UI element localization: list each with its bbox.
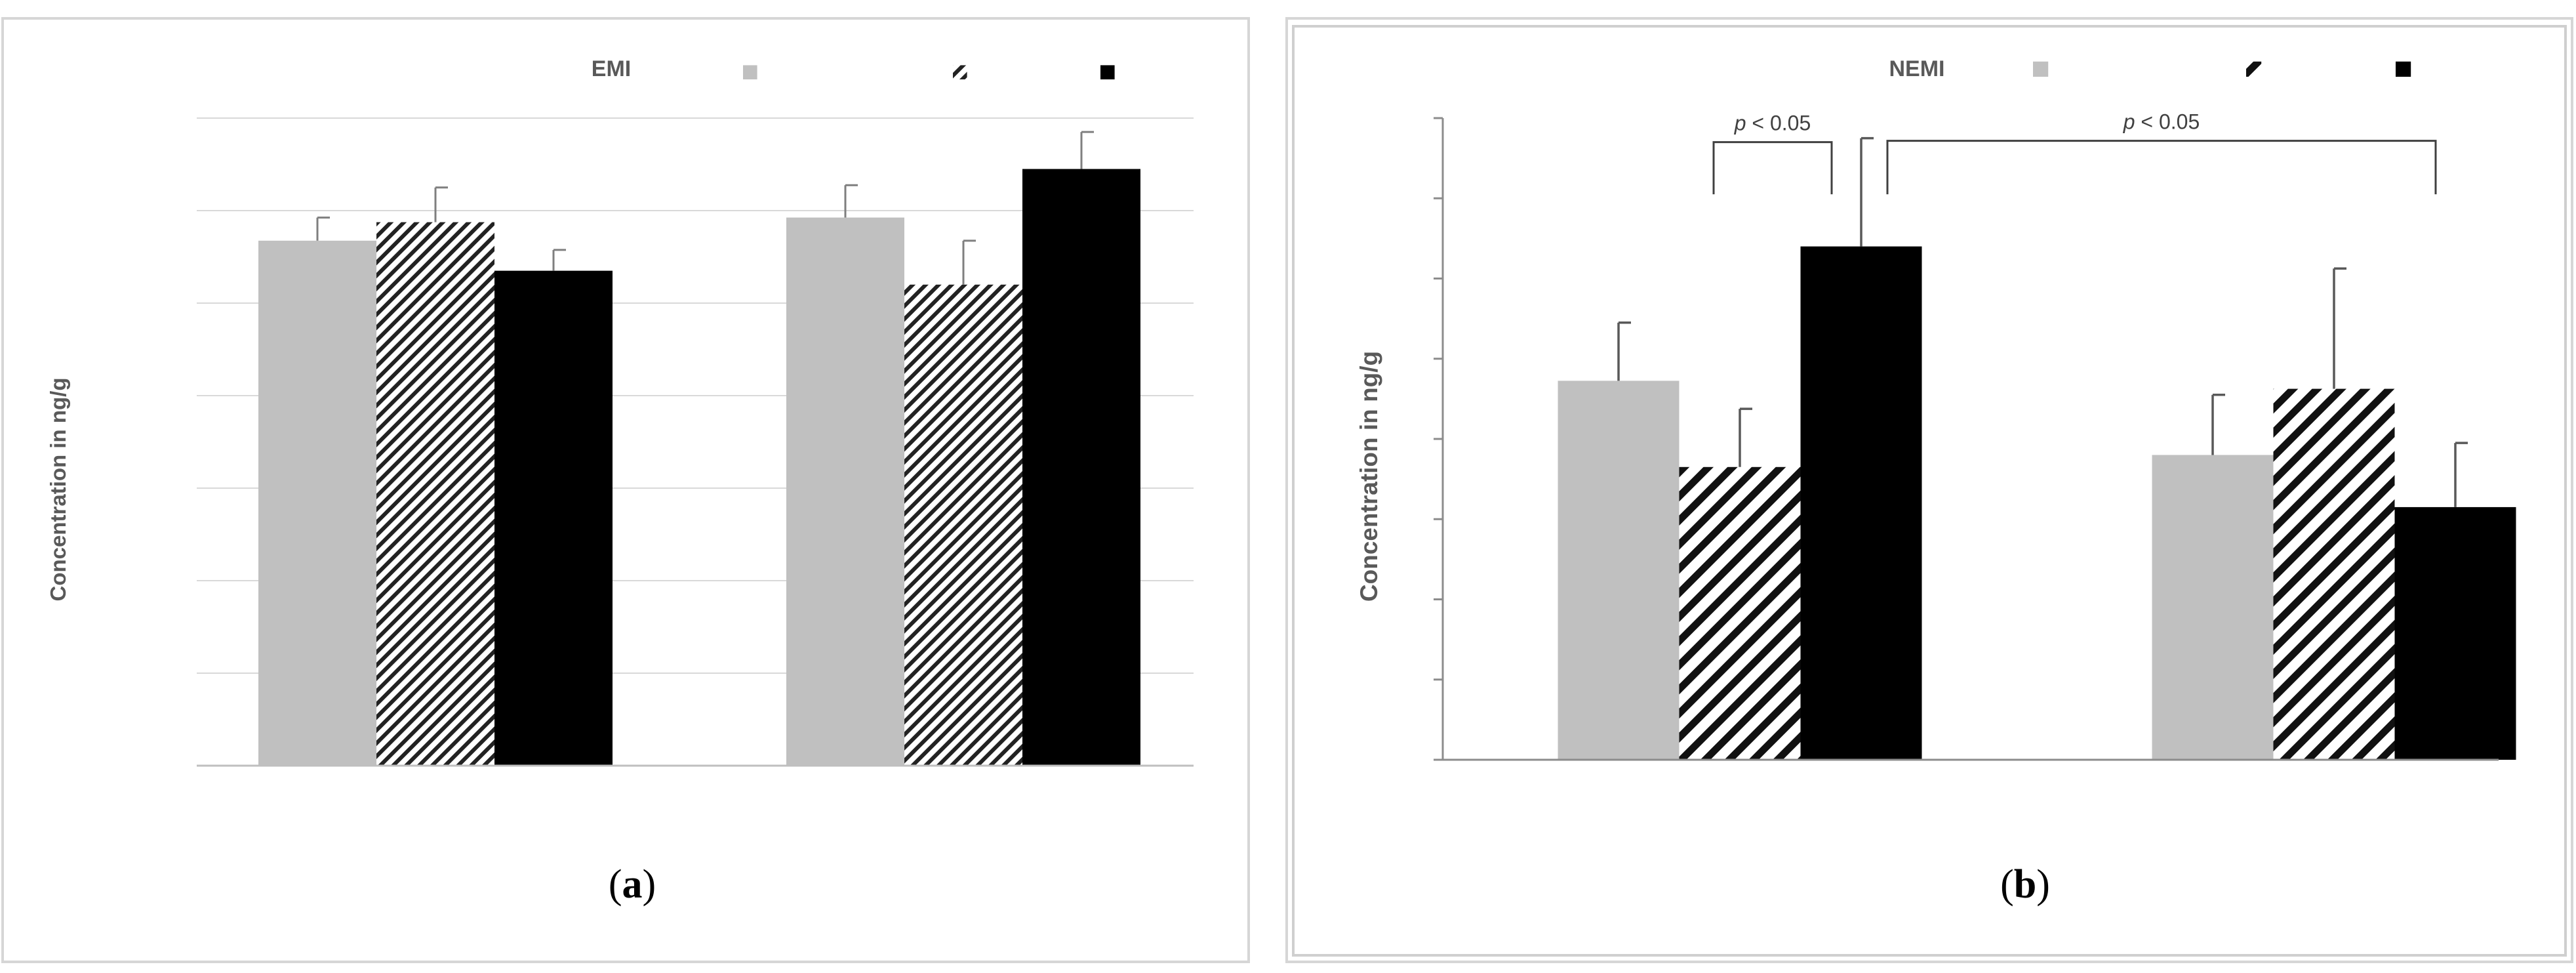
chart-a-bar <box>258 240 376 766</box>
chart-a-bar <box>1022 169 1140 766</box>
chart-b-bar <box>2273 388 2395 760</box>
chart-b-y-ticks <box>1434 117 1443 761</box>
chart-a-y-axis-label: Concentration in ng/g <box>46 378 70 602</box>
chart-b-bar <box>1558 381 1680 760</box>
significance-p-symbol: p <box>1734 112 1746 135</box>
significance-threshold: < 0.05 <box>1746 112 1811 135</box>
chart-a-bar <box>494 270 613 766</box>
panel-label-a-letter: a <box>622 862 643 907</box>
significance-p-symbol: p <box>2123 110 2135 134</box>
chart-a-legend-swatch <box>1100 65 1115 79</box>
chart-b-bar <box>2152 455 2274 760</box>
chart-b-bar <box>2394 507 2516 760</box>
panel-b: NEMI Concentration in ng/g p < 0.05 p < 0… <box>1285 17 2573 963</box>
chart-a-title: EMI <box>592 56 631 81</box>
chart-b-title: NEMI <box>1889 56 1945 81</box>
chart-b-significance-annotations: p < 0.05 p < 0.05 <box>1712 110 2437 195</box>
chart-b-error-bars <box>1617 136 2468 507</box>
chart-a-bars <box>258 169 1140 766</box>
significance-threshold: < 0.05 <box>2135 110 2200 134</box>
chart-b-bar <box>1800 246 1922 760</box>
chart-b-significance-label: p < 0.05 <box>1734 112 1811 135</box>
chart-b-significance-bracket <box>1886 140 2437 195</box>
chart-a-legend-swatch <box>743 65 757 79</box>
chart-b-significance-label: p < 0.05 <box>2123 110 2200 134</box>
chart-b-bar <box>1679 466 1801 760</box>
chart-b-legend <box>2033 61 2411 77</box>
chart-a-bar <box>904 284 1022 766</box>
chart-a-legend-swatch <box>953 65 967 79</box>
panel-b-inner-border <box>1292 25 2567 957</box>
panel-label-b: (b) <box>2000 862 2050 907</box>
chart-a-error-bars <box>316 131 1094 285</box>
chart-b-legend-swatch <box>2396 61 2411 77</box>
chart-a-bar <box>376 222 494 766</box>
chart-b-y-axis-label: Concentration in ng/g <box>1356 351 1382 602</box>
chart-a-bar <box>786 217 904 766</box>
chart-b-significance-bracket <box>1712 141 1833 195</box>
panel-label-a: (a) <box>609 862 656 907</box>
chart-b-legend-swatch <box>2246 61 2262 77</box>
chart-a-legend <box>743 65 1115 79</box>
chart-b-bars <box>1558 246 2516 760</box>
panel-label-b-letter: b <box>2014 862 2036 907</box>
chart-b-legend-swatch <box>2033 61 2049 77</box>
panel-a: EMI Concentration in ng/g (a) <box>1 17 1250 963</box>
